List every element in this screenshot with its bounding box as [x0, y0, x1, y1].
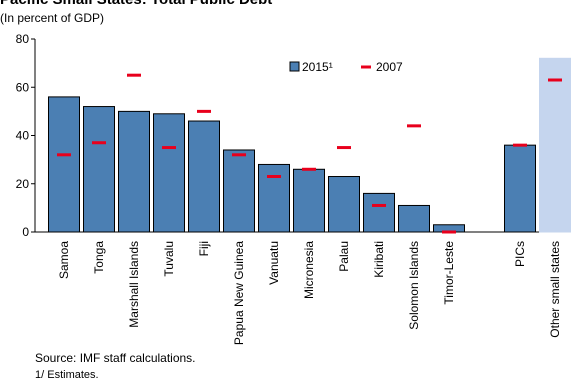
bar-2015 — [328, 176, 360, 233]
x-tick-label: Tonga — [92, 241, 106, 274]
bar-2015 — [539, 57, 571, 233]
x-tick-label: PICs — [513, 241, 527, 267]
bar-2015 — [223, 149, 255, 233]
x-tick-label: Other small states — [548, 241, 562, 338]
legend: 2015¹ 2007 — [289, 60, 403, 74]
x-tick-label: Timor-Leste — [442, 241, 456, 305]
legend-swatch-2015 — [289, 61, 300, 72]
x-tick-label: Papua New Guinea — [232, 241, 246, 345]
footnote: 1/ Estimates. — [35, 369, 99, 381]
bar-2015 — [258, 163, 290, 233]
x-tick-label: Fiji — [197, 241, 211, 256]
bar-2015 — [398, 204, 430, 233]
x-tick-label: Micronesia — [302, 241, 316, 299]
legend-label-2015: 2015¹ — [302, 60, 333, 74]
source-note: Source: IMF staff calculations. — [35, 351, 196, 365]
bar-2015 — [153, 113, 185, 233]
bar-2015 — [118, 110, 150, 233]
x-axis-labels: Samoa Tonga Marshall Islands Tuvalu Fiji Papu… — [57, 241, 562, 345]
bar-2015 — [83, 106, 115, 233]
bar-2015 — [363, 192, 395, 233]
x-tick-label: Samoa — [57, 241, 71, 279]
legend-label-2007: 2007 — [376, 60, 403, 74]
x-tick-label: Solomon Islands — [407, 241, 421, 330]
x-tick-label: Vanuatu — [267, 241, 281, 285]
y-tick-label: 40 — [16, 129, 30, 143]
x-tick-label: Marshall Islands — [127, 241, 141, 328]
x-tick-label: Kiribati — [372, 241, 386, 278]
bar-2015 — [48, 96, 80, 233]
y-tick-label: 20 — [16, 177, 30, 191]
bar-2015 — [504, 144, 536, 233]
y-tick-label: 0 — [22, 225, 29, 239]
y-tick-label: 80 — [16, 32, 30, 46]
chart-title: Pacific Small States: Total Public Debt — [0, 0, 272, 8]
markers-2007 — [57, 73, 562, 234]
x-tick-label: Palau — [337, 241, 351, 272]
x-tick-label: Tuvalu — [162, 241, 176, 277]
bars-2015 — [48, 57, 571, 233]
bar-2015 — [188, 120, 220, 233]
bar-2015 — [293, 168, 325, 233]
chart-subtitle: (In percent of GDP) — [0, 11, 105, 25]
y-tick-label: 60 — [16, 80, 30, 94]
